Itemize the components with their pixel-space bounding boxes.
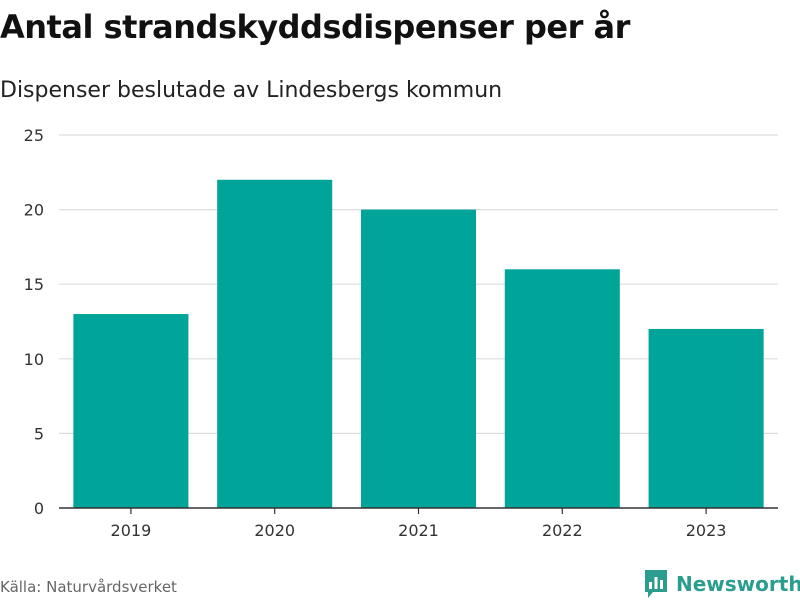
bar-2021 (360, 209, 477, 508)
x-axis-ticks: 2019 2020 2021 2022 2023 (111, 508, 727, 540)
y-tick-label: 5 (34, 424, 44, 443)
bar-2022 (504, 269, 620, 508)
y-tick-label: 15 (24, 275, 44, 294)
newsworthy-logo-icon (645, 570, 667, 598)
x-tick-label: 2021 (398, 521, 439, 540)
bar-2019 (73, 314, 189, 508)
y-axis-ticks: 0 5 10 15 20 25 (24, 126, 44, 518)
source-note: Källa: Naturvårdsverket (0, 578, 177, 596)
y-tick-label: 20 (24, 201, 44, 220)
bar-2020 (217, 179, 333, 508)
x-tick-label: 2023 (686, 521, 727, 540)
chart-subtitle: Dispenser beslutade av Lindesbergs kommu… (0, 78, 503, 103)
bar-2023 (648, 328, 764, 508)
x-tick-label: 2019 (111, 521, 152, 540)
y-tick-label: 10 (24, 350, 44, 369)
x-tick-label: 2020 (254, 521, 295, 540)
y-tick-label: 25 (24, 126, 44, 145)
bars (73, 179, 764, 508)
y-tick-label: 0 (34, 499, 44, 518)
brand-logo: Newsworthy (644, 568, 800, 600)
x-tick-label: 2022 (542, 521, 583, 540)
chart-title: Antal strandskyddsdispenser per år (0, 8, 630, 46)
brand-name: Newsworthy (676, 572, 800, 596)
bar-chart: 0 5 10 15 20 25 2019 2020 2021 2022 2023 (24, 126, 778, 540)
